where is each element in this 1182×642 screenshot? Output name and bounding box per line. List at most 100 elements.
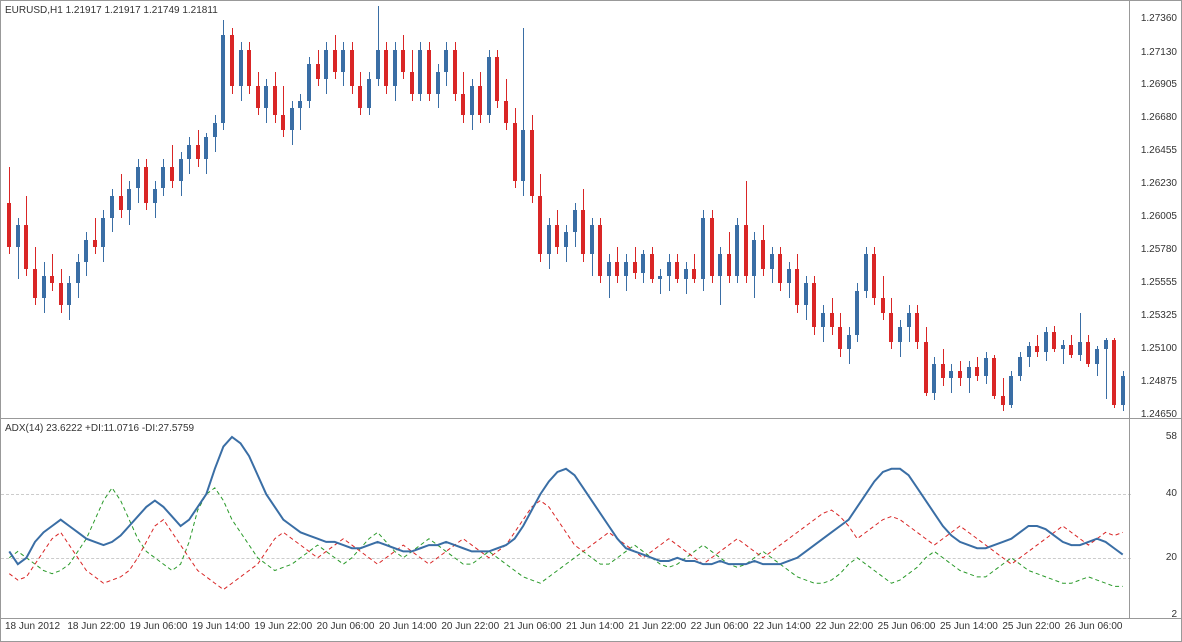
candle-body <box>418 50 422 94</box>
candle-body <box>427 50 431 94</box>
time-tick: 21 Jun 14:00 <box>566 621 624 632</box>
candle-body <box>633 262 637 274</box>
time-tick: 20 Jun 06:00 <box>317 621 375 632</box>
candle-body <box>461 94 465 116</box>
candle-body <box>1069 345 1073 355</box>
candle-body <box>179 159 183 181</box>
candle-body <box>590 225 594 254</box>
candle-body <box>1078 342 1082 355</box>
candle-body <box>718 254 722 276</box>
time-tick: 22 Jun 22:00 <box>815 621 873 632</box>
candle-wick <box>951 364 952 393</box>
candle-body <box>924 342 928 393</box>
candle-body <box>984 358 988 376</box>
candle-body <box>872 254 876 298</box>
candle-body <box>692 269 696 279</box>
time-tick: 22 Jun 14:00 <box>753 621 811 632</box>
candle-body <box>778 254 782 283</box>
candle-body <box>1027 346 1031 356</box>
candle-body <box>1035 346 1039 352</box>
indicator-tick: 40 <box>1166 488 1177 499</box>
indicator-tick: 58 <box>1166 431 1177 442</box>
candle-body <box>770 254 774 269</box>
candle-body <box>290 108 294 130</box>
candle-body <box>1044 332 1048 352</box>
candle-body <box>795 269 799 306</box>
candle-body <box>298 101 302 108</box>
candle-body <box>538 196 542 254</box>
candle-body <box>521 130 525 181</box>
candle-body <box>76 262 80 284</box>
candle-body <box>50 276 54 283</box>
price-chart[interactable]: EURUSD,H1 1.21917 1.21917 1.21749 1.2181… <box>1 1 1131 419</box>
candle-body <box>487 57 491 115</box>
candle-body <box>136 167 140 189</box>
candle-body <box>119 196 123 211</box>
candle-body <box>581 210 585 254</box>
candle-body <box>658 276 662 279</box>
time-tick: 25 Jun 06:00 <box>878 621 936 632</box>
candle-body <box>316 64 320 79</box>
candle-body <box>24 225 28 269</box>
candle-body <box>787 269 791 284</box>
candle-body <box>573 210 577 232</box>
candle-body <box>256 86 260 108</box>
indicator-tick: 2 <box>1171 609 1177 620</box>
candle-body <box>358 86 362 108</box>
candle-wick <box>1003 378 1004 410</box>
candle-body <box>281 115 285 130</box>
candle-body <box>684 269 688 279</box>
price-tick: 1.25555 <box>1141 277 1177 288</box>
candle-body <box>230 35 234 86</box>
candle-body <box>127 189 131 211</box>
price-tick: 1.26005 <box>1141 211 1177 222</box>
candle-body <box>153 189 157 204</box>
time-tick: 19 Jun 22:00 <box>254 621 312 632</box>
candle-body <box>727 254 731 276</box>
chart-container: EURUSD,H1 1.21917 1.21917 1.21749 1.2181… <box>0 0 1182 642</box>
candle-body <box>855 291 859 335</box>
candle-body <box>881 298 885 313</box>
candle-body <box>1095 349 1099 364</box>
candle-body <box>410 72 414 94</box>
candle-body <box>607 262 611 277</box>
candle-body <box>144 167 148 204</box>
candle-body <box>16 225 20 247</box>
candle-body <box>1086 342 1090 364</box>
candle-body <box>941 364 945 379</box>
candle-body <box>830 313 834 328</box>
candle-body <box>7 203 11 247</box>
candle-body <box>67 283 71 305</box>
adx-indicator[interactable]: ADX(14) 23.6222 +DI:11.0716 -DI:27.5759 <box>1 419 1131 619</box>
candle-body <box>1009 376 1013 405</box>
price-tick: 1.27130 <box>1141 47 1177 58</box>
time-tick: 19 Jun 06:00 <box>130 621 188 632</box>
candle-body <box>350 50 354 87</box>
candle-body <box>710 218 714 276</box>
indicator-axis: 5840202 <box>1129 419 1181 619</box>
time-tick: 19 Jun 14:00 <box>192 621 250 632</box>
candle-body <box>1112 340 1116 404</box>
candle-body <box>247 50 251 87</box>
candle-body <box>1001 396 1005 405</box>
candle-body <box>264 86 268 108</box>
candle-body <box>196 145 200 160</box>
candle-body <box>401 50 405 72</box>
time-tick: 20 Jun 22:00 <box>441 621 499 632</box>
candle-body <box>530 130 534 196</box>
candle-body <box>187 145 191 160</box>
candle-body <box>821 313 825 328</box>
candle-body <box>1018 357 1022 376</box>
candle-body <box>958 371 962 378</box>
time-tick: 18 Jun 22:00 <box>67 621 125 632</box>
candle-body <box>752 240 756 277</box>
candle-body <box>273 86 277 115</box>
candle-body <box>478 86 482 115</box>
candle-body <box>838 327 842 349</box>
candle-body <box>907 313 911 328</box>
candle-body <box>735 225 739 276</box>
candle-body <box>889 313 893 342</box>
indicator-lines <box>1 419 1131 619</box>
candle-body <box>333 50 337 72</box>
candle-body <box>847 335 851 350</box>
